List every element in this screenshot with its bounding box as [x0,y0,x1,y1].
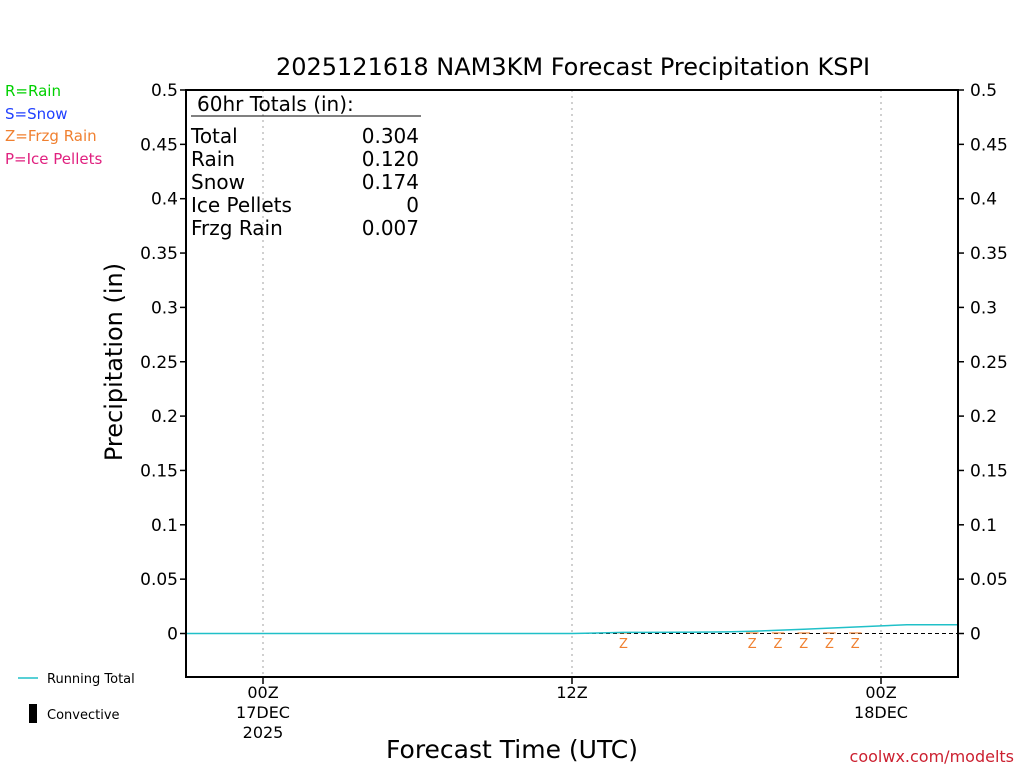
precip-type-label: Z [851,637,860,652]
chart-title: 2025121618 NAM3KM Forecast Precipitation… [276,53,870,81]
y-tick-label-left: 0.05 [140,570,178,590]
precip-type-label: Z [774,637,783,652]
x-axis-label: Forecast Time (UTC) [386,735,638,764]
totals-label-frzg-rain: Frzg Rain [191,216,283,240]
x-tick-label-year: 2025 [243,723,284,742]
x-tick-label-time: 00Z [865,683,896,702]
x-tick-label-date: 17DEC [236,703,290,722]
precip-bar [771,632,785,634]
precip-bar [823,632,836,634]
axis-layer: 0 0 0.05 0.05 0.1 0.1 0.15 0.15 0.2 0.2 0.25 0.25 0.… [140,81,1008,742]
totals-value-rain: 0.120 [362,147,419,171]
totals-label-ice-pellets: Ice Pellets [191,193,292,217]
grid-layer [186,90,958,677]
totals-value-ice-pellets: 0 [406,193,419,217]
precip-type-label: Z [799,637,808,652]
totals-label-total: Total [190,124,238,148]
totals-label-rain: Rain [191,147,235,171]
convective-legend-swatch [29,704,37,723]
y-tick-label-right: 0.25 [970,353,1008,373]
y-tick-label-right: 0.45 [970,135,1008,155]
y-tick-label-right: 0.05 [970,570,1008,590]
y-tick-label-right: 0.4 [970,190,997,210]
y-tick-label-right: 0.1 [970,516,997,536]
precip-type-label: Z [825,637,834,652]
credit-link[interactable]: coolwx.com/modelts [850,747,1014,766]
y-tick-label-left: 0.2 [151,407,178,427]
precip-bar [746,632,759,634]
y-tick-label-left: 0.35 [140,244,178,264]
y-tick-label-right: 0.15 [970,461,1008,481]
legend-frzg-rain: Z=Frzg Rain [5,127,97,145]
running-total-line [186,624,958,635]
legend-convective: Convective [47,708,120,723]
legend-running-total: Running Total [47,672,135,687]
y-tick-label-left: 0 [167,625,178,645]
y-tick-label-left: 0.5 [151,81,178,101]
precip-type-label: Z [748,637,757,652]
y-tick-label-right: 0.2 [970,407,997,427]
totals-value-frzg-rain: 0.007 [362,216,419,240]
totals-box: 60hr Totals (in): Total 0.304 Rain 0.120… [190,92,421,240]
y-tick-label-right: 0.5 [970,81,997,101]
y-tick-label-left: 0.4 [151,190,178,210]
y-tick-label-left: 0.45 [140,135,178,155]
precip-bar [797,632,810,634]
x-tick-label-time: 00Z [247,683,278,702]
y-tick-label-left: 0.25 [140,353,178,373]
totals-header: 60hr Totals (in): [197,92,354,116]
legend-snow: S=Snow [5,105,68,123]
legend-rain: R=Rain [5,82,61,100]
y-tick-label-right: 0 [970,625,981,645]
y-tick-label-right: 0.35 [970,244,1008,264]
y-tick-label-left: 0.1 [151,516,178,536]
y-tick-label-left: 0.15 [140,461,178,481]
totals-value-total: 0.304 [362,124,419,148]
precip-type-label: Z [619,637,628,652]
totals-label-snow: Snow [191,170,245,194]
totals-value-snow: 0.174 [362,170,419,194]
y-axis-label: Precipitation (in) [100,263,128,461]
legend-ice-pellets: P=Ice Pellets [5,150,102,168]
x-tick-label-date: 18DEC [854,703,908,722]
x-tick-label-time: 12Z [556,683,587,702]
y-tick-label-left: 0.3 [151,298,178,318]
precip-bar [849,632,862,634]
y-tick-label-right: 0.3 [970,298,997,318]
line-layer [186,624,958,635]
